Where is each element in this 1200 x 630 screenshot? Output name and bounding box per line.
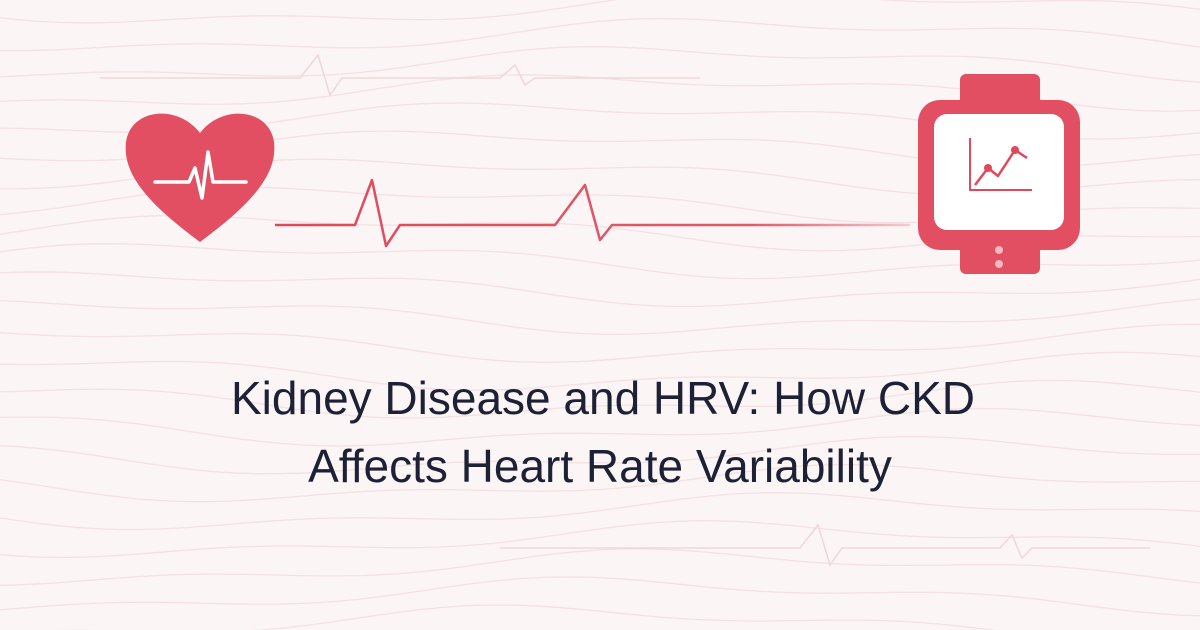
wave-line — [0, 17, 1200, 52]
title-line: Kidney Disease and HRV: How CKD — [231, 372, 975, 424]
wave-line — [0, 46, 1200, 83]
screen-dot — [984, 164, 992, 172]
wave-line — [0, 463, 1200, 503]
ecg-line — [275, 178, 910, 248]
wave-line — [0, 271, 1200, 308]
wave-line — [0, 576, 1200, 617]
screen-chart — [974, 148, 1028, 186]
title-line: Affects Heart Rate Variability — [308, 440, 892, 492]
watch-button — [995, 260, 1003, 268]
wave-line — [0, 407, 1200, 447]
wave-line — [0, 323, 1200, 363]
wave-line — [0, 435, 1200, 475]
faint-ecg — [100, 53, 700, 97]
heart-pulse — [153, 150, 248, 200]
watch-button — [995, 246, 1003, 254]
wave-line — [52, 604, 997, 630]
watch-icon — [918, 74, 1080, 274]
wave-line — [0, 298, 1200, 336]
wave-line — [0, 0, 1200, 24]
faint-ecg — [500, 523, 1150, 567]
screen-axes — [969, 138, 1032, 191]
wave-line — [0, 351, 1200, 391]
wave-line — [0, 492, 1200, 531]
watch-screen — [934, 114, 1064, 230]
wave-line — [0, 520, 1200, 559]
screen-dot — [1011, 146, 1019, 154]
heart-icon — [125, 113, 275, 242]
wave-line — [0, 379, 1200, 419]
wave-line — [0, 548, 1200, 586]
